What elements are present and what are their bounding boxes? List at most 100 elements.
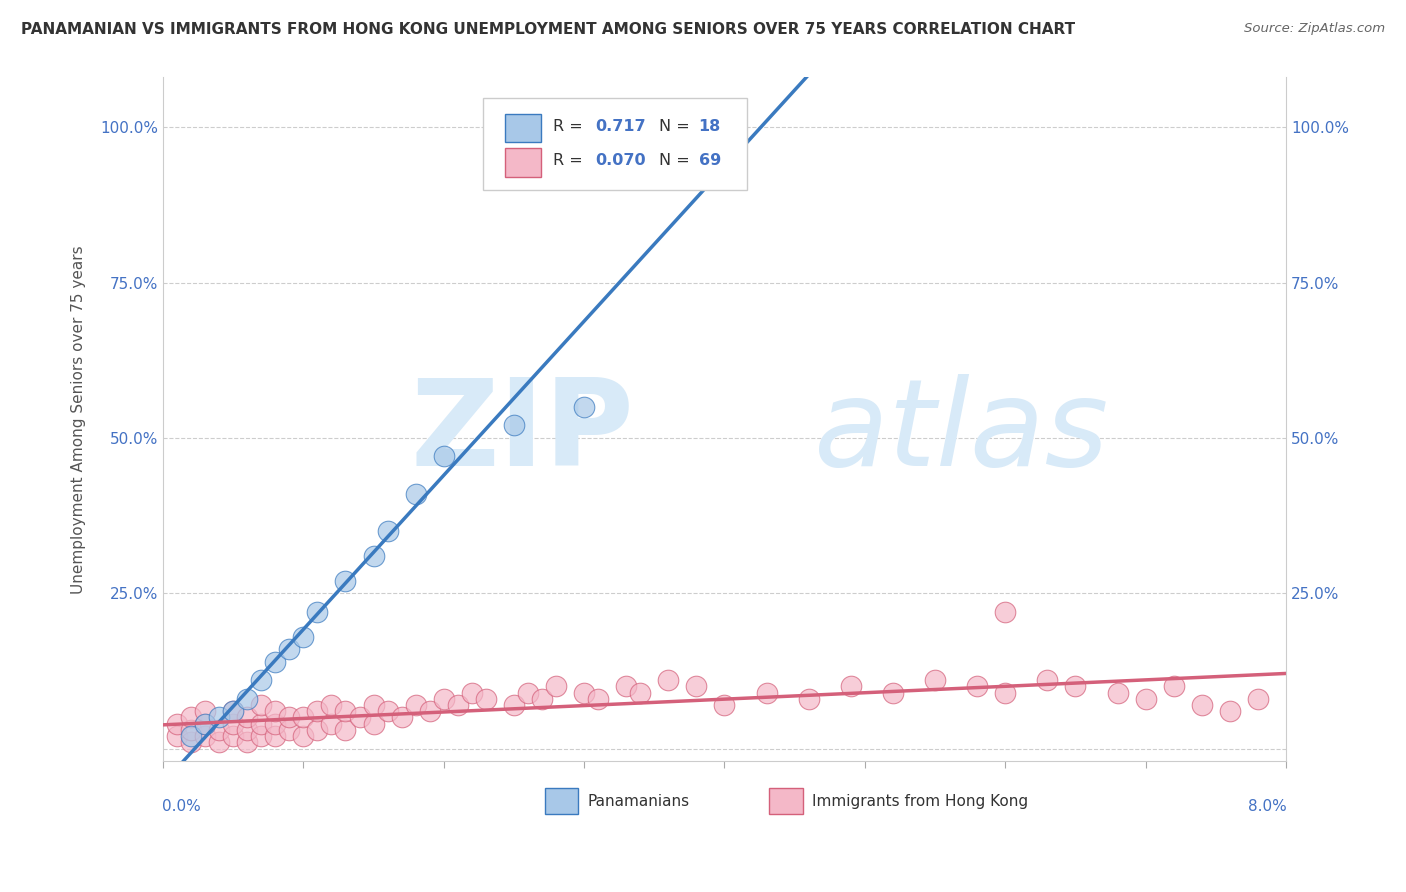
FancyBboxPatch shape bbox=[506, 113, 541, 143]
FancyBboxPatch shape bbox=[544, 789, 578, 814]
Text: N =: N = bbox=[659, 120, 695, 134]
Point bbox=[391, 710, 413, 724]
Point bbox=[307, 704, 329, 718]
Point bbox=[966, 680, 988, 694]
Point bbox=[1247, 691, 1270, 706]
Point bbox=[1036, 673, 1059, 688]
Point bbox=[264, 704, 287, 718]
Point bbox=[1191, 698, 1213, 712]
Point bbox=[657, 673, 679, 688]
Text: N =: N = bbox=[659, 153, 695, 169]
Point bbox=[292, 630, 315, 644]
Point bbox=[363, 716, 385, 731]
Point bbox=[166, 729, 188, 743]
Point bbox=[544, 680, 567, 694]
Point bbox=[250, 716, 273, 731]
Point bbox=[1107, 685, 1129, 699]
Point bbox=[461, 685, 484, 699]
Point bbox=[433, 450, 456, 464]
Point bbox=[180, 710, 202, 724]
Point bbox=[321, 698, 343, 712]
Point bbox=[292, 710, 315, 724]
Point bbox=[278, 710, 301, 724]
Point bbox=[433, 691, 456, 706]
Point bbox=[222, 704, 245, 718]
Point bbox=[1163, 680, 1185, 694]
Point bbox=[335, 704, 357, 718]
Point bbox=[755, 685, 778, 699]
Text: 0.717: 0.717 bbox=[595, 120, 645, 134]
Point bbox=[713, 698, 735, 712]
Point bbox=[1219, 704, 1241, 718]
Text: 18: 18 bbox=[699, 120, 721, 134]
Point bbox=[994, 685, 1017, 699]
Point bbox=[236, 723, 259, 737]
Text: 8.0%: 8.0% bbox=[1249, 798, 1286, 814]
Point bbox=[363, 698, 385, 712]
Point bbox=[377, 704, 399, 718]
Text: Immigrants from Hong Kong: Immigrants from Hong Kong bbox=[813, 795, 1028, 810]
Point bbox=[882, 685, 904, 699]
Point bbox=[222, 729, 245, 743]
Point bbox=[419, 704, 441, 718]
Point bbox=[278, 642, 301, 657]
Point bbox=[503, 698, 526, 712]
Point bbox=[685, 120, 707, 135]
Point bbox=[797, 691, 820, 706]
Point bbox=[475, 691, 498, 706]
Point bbox=[335, 574, 357, 588]
Point bbox=[1135, 691, 1157, 706]
Point bbox=[530, 691, 553, 706]
Point bbox=[321, 716, 343, 731]
Point bbox=[180, 735, 202, 749]
Point bbox=[363, 549, 385, 563]
Point bbox=[924, 673, 946, 688]
Point bbox=[628, 685, 651, 699]
Point bbox=[250, 673, 273, 688]
Point bbox=[194, 716, 217, 731]
FancyBboxPatch shape bbox=[506, 148, 541, 177]
Point bbox=[517, 685, 540, 699]
Point bbox=[208, 735, 231, 749]
Point bbox=[222, 704, 245, 718]
Point bbox=[307, 723, 329, 737]
Point bbox=[166, 716, 188, 731]
Point bbox=[994, 605, 1017, 619]
Point bbox=[405, 487, 427, 501]
Point bbox=[572, 400, 595, 414]
Point bbox=[236, 691, 259, 706]
Point bbox=[180, 723, 202, 737]
Text: 0.0%: 0.0% bbox=[162, 798, 201, 814]
Point bbox=[572, 685, 595, 699]
Point bbox=[405, 698, 427, 712]
Y-axis label: Unemployment Among Seniors over 75 years: Unemployment Among Seniors over 75 years bbox=[72, 245, 86, 593]
Point bbox=[335, 723, 357, 737]
Point bbox=[349, 710, 371, 724]
Text: R =: R = bbox=[553, 120, 588, 134]
Text: Source: ZipAtlas.com: Source: ZipAtlas.com bbox=[1244, 22, 1385, 36]
Text: 69: 69 bbox=[699, 153, 721, 169]
Point bbox=[292, 729, 315, 743]
Point bbox=[614, 680, 637, 694]
Point bbox=[250, 698, 273, 712]
Point bbox=[194, 704, 217, 718]
Text: 0.070: 0.070 bbox=[595, 153, 645, 169]
Text: PANAMANIAN VS IMMIGRANTS FROM HONG KONG UNEMPLOYMENT AMONG SENIORS OVER 75 YEARS: PANAMANIAN VS IMMIGRANTS FROM HONG KONG … bbox=[21, 22, 1076, 37]
Text: R =: R = bbox=[553, 153, 588, 169]
Point bbox=[236, 735, 259, 749]
Point bbox=[208, 723, 231, 737]
Point bbox=[180, 729, 202, 743]
Point bbox=[194, 716, 217, 731]
FancyBboxPatch shape bbox=[769, 789, 803, 814]
Point bbox=[264, 716, 287, 731]
Point bbox=[208, 710, 231, 724]
Point bbox=[264, 655, 287, 669]
Point bbox=[839, 680, 862, 694]
Text: ZIP: ZIP bbox=[411, 375, 634, 491]
Point bbox=[586, 691, 609, 706]
Point bbox=[278, 723, 301, 737]
Point bbox=[264, 729, 287, 743]
Text: atlas: atlas bbox=[814, 375, 1109, 491]
Point bbox=[236, 710, 259, 724]
Point bbox=[447, 698, 470, 712]
